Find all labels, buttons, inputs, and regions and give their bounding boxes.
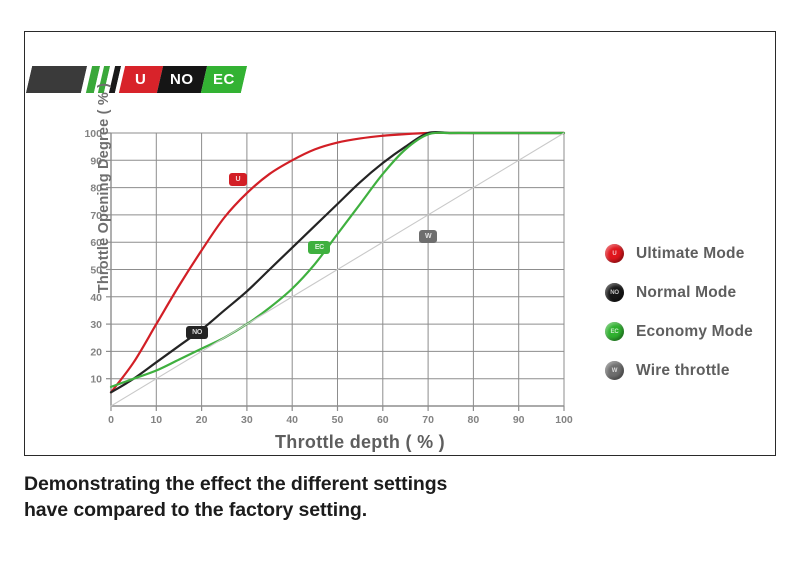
y-tick-label: 30 (90, 319, 102, 331)
y-tick-label: 40 (90, 292, 102, 304)
y-axis-title: Throttle Opening Degree ( % ) (96, 82, 112, 294)
x-tick-label: 60 (377, 414, 389, 426)
y-tick-label: 60 (90, 237, 102, 249)
y-tick-label: 50 (90, 265, 102, 277)
y-tick-label: 70 (90, 210, 102, 222)
y-tick-label: 100 (84, 128, 102, 140)
y-tick-label: 10 (90, 374, 102, 386)
chart-legend: U Ultimate Mode NO Normal Mode EC Economy Mod… (605, 234, 795, 390)
y-tick-label: 80 (90, 183, 102, 195)
data-point-badge-1: NO (186, 325, 209, 339)
caption-line-2: have compared to the factory setting. (24, 498, 368, 521)
y-tick-label: 90 (90, 155, 102, 167)
legend-marker-icon: W (605, 361, 624, 380)
legend-label: Economy Mode (636, 322, 753, 340)
x-tick-label: 0 (108, 414, 114, 426)
x-tick-label: 30 (241, 414, 253, 426)
legend-marker-icon: NO (605, 283, 624, 302)
series-line-2 (109, 131, 566, 388)
plot-area: 0 10 20 30 40 50 60 70 80 90 100 10 20 30 40 50 60 70 80 90… (25, 32, 775, 455)
legend-item-2: EC Economy Mode (605, 312, 795, 351)
legend-item-1: NO Normal Mode (605, 273, 795, 312)
x-tick-label: 50 (332, 414, 344, 426)
x-axis-title: Throttle depth ( % ) (275, 432, 445, 452)
y-tick-label: 20 (90, 346, 102, 358)
legend-item-0: U Ultimate Mode (605, 234, 795, 273)
x-tick-label: 80 (468, 414, 480, 426)
legend-marker-icon: EC (605, 322, 624, 341)
data-point-badge-2: EC (308, 241, 331, 255)
legend-label: Ultimate Mode (636, 244, 745, 262)
x-tick-label: 20 (196, 414, 208, 426)
x-tick-label: 100 (555, 414, 573, 426)
legend-label: Normal Mode (636, 283, 737, 301)
figure-caption: Demonstrating the effect the different s… (24, 472, 624, 523)
legend-marker-icon: U (605, 244, 624, 263)
x-tick-label: 70 (422, 414, 434, 426)
x-tick-label: 10 (150, 414, 162, 426)
data-point-badge-3: W (419, 230, 438, 244)
caption-line-1: Demonstrating the effect the different s… (24, 473, 448, 495)
data-point-badge-0: U (228, 172, 247, 186)
legend-item-3: W Wire throttle (605, 351, 795, 390)
x-tick-label: 90 (513, 414, 525, 426)
chart-svg: 0 10 20 30 40 50 60 70 80 90 100 10 20 30 40 50 60 70 80 90… (84, 128, 573, 426)
chart-card: U NO EC 0 10 20 30 40 50 60 70 80 90 100 10 20 30 40 50 60… (24, 31, 776, 456)
legend-label: Wire throttle (636, 361, 730, 379)
series-line-3 (110, 132, 565, 407)
x-tick-label: 40 (286, 414, 298, 426)
